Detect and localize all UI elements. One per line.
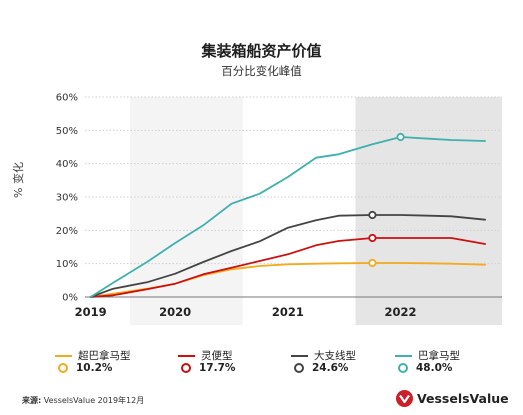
peak-marker-0 (368, 258, 377, 268)
series-line-2 (89, 214, 487, 298)
year-label-2019: 2019 (75, 305, 107, 319)
period-band-0 (130, 97, 243, 325)
series-line-3 (89, 136, 487, 298)
source-label: 来源: (22, 396, 42, 405)
legend-item-super-panamax: 超巴拿马型 10.2% (55, 348, 170, 376)
year-label-2021: 2021 (272, 305, 304, 319)
line-chart: 0% 10% 20% 30% 40% 50% 60% 2019 2020 2021 2022 (56, 93, 502, 325)
period-bands (130, 97, 502, 325)
legend-swatch-feeder (178, 355, 195, 357)
year-labels: 2019 2020 2021 2022 (75, 305, 417, 319)
series-line-1 (89, 237, 487, 298)
legend-peak-value: 24.6% (312, 362, 349, 374)
peak-marker-1 (368, 233, 377, 243)
legend-swatch-large-feeder (291, 355, 308, 357)
chart-subtitle: 百分比变化峰值 (221, 64, 302, 78)
y-tick-label-10: 10% (56, 259, 78, 270)
legend-peak-value: 10.2% (76, 362, 113, 374)
y-tick-label-60: 60% (56, 93, 78, 104)
y-tick-label-20: 20% (56, 226, 78, 237)
y-tick-labels: 0% 10% 20% 30% 40% 50% 60% (56, 93, 78, 304)
peak-dot-icon (58, 363, 68, 373)
y-tick-label-40: 40% (56, 159, 78, 170)
legend-peak-value: 48.0% (416, 362, 453, 374)
legend-item-feeder: 灵便型 17.7% (178, 348, 293, 376)
period-band-2 (355, 97, 502, 325)
legend-label: 灵便型 (201, 350, 233, 362)
peak-marker-3 (396, 132, 405, 142)
legend-label: 巴拿马型 (418, 350, 460, 362)
peak-dot-icon (294, 363, 304, 373)
chart-title: 集装箱船资产价值 (201, 42, 322, 60)
peak-dot-icon (398, 363, 408, 373)
logo-mark-icon (396, 390, 413, 407)
legend-peak-value: 17.7% (199, 362, 236, 374)
source-note: 来源: VesselsValue 2019年12月 (22, 395, 144, 406)
legend-swatch-super-panamax (55, 355, 72, 357)
source-text: VesselsValue 2019年12月 (43, 396, 145, 405)
year-label-2020: 2020 (159, 305, 191, 319)
legend-item-panamax: 巴拿马型 48.0% (395, 348, 510, 376)
legend-label: 大支线型 (314, 350, 356, 362)
logo-text: VesselsValue (417, 391, 509, 406)
peak-marker-2 (368, 210, 377, 220)
legend-label: 超巴拿马型 (78, 350, 131, 362)
legend-swatch-panamax (395, 355, 412, 357)
legend-item-large-feeder: 大支线型 24.6% (291, 348, 406, 376)
y-tick-label-50: 50% (56, 126, 78, 137)
legend: 超巴拿马型 10.2% 灵便型 17.7% 大支线型 24.6% 巴拿马型 48… (55, 348, 515, 378)
peak-markers (368, 132, 405, 268)
y-tick-label-0: 0% (62, 293, 78, 304)
y-tick-label-30: 30% (56, 193, 78, 204)
series-lines (89, 136, 487, 298)
peak-dot-icon (181, 363, 191, 373)
year-label-2022: 2022 (385, 305, 417, 319)
